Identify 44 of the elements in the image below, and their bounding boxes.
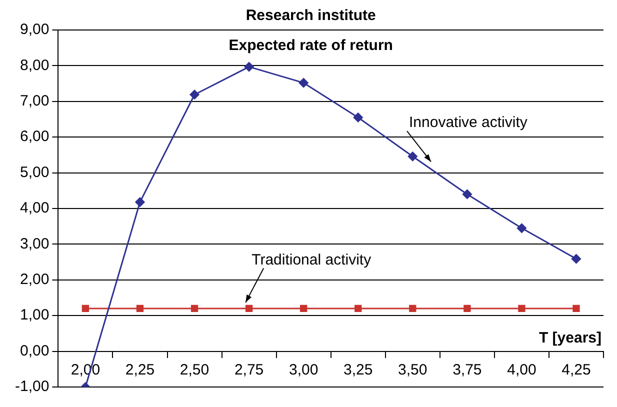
point: [245, 304, 253, 312]
x-axis-title: T [years]: [538, 329, 602, 346]
chart-title: Research institute: [246, 7, 376, 24]
y-tick-label: 9,00: [20, 21, 50, 38]
y-tick-label: 4,00: [20, 200, 50, 217]
point: [571, 254, 581, 264]
point: [82, 304, 90, 312]
text: Traditional activity: [252, 251, 372, 268]
point: [300, 304, 308, 312]
y-tick-label: 5,00: [20, 164, 50, 181]
x-tick-label: 4,25: [562, 361, 591, 378]
point: [136, 304, 144, 312]
point: [190, 304, 198, 312]
point: [244, 62, 254, 72]
x-tick-label: 2,75: [234, 361, 264, 378]
x-tick-label: 2,25: [125, 361, 155, 378]
x-tick-label: 4,00: [507, 361, 536, 378]
x-tick-label: 3,25: [344, 361, 373, 378]
point: [298, 78, 308, 88]
x-tick-label: 2,50: [180, 361, 210, 378]
point: [518, 304, 526, 312]
point: [408, 152, 418, 162]
y-tick-label: 1,00: [20, 306, 50, 324]
point: [135, 197, 145, 207]
x-tick-label: 3,50: [398, 361, 428, 378]
point: [516, 223, 526, 233]
point: [464, 304, 471, 312]
y-tick-label: 3,00: [20, 235, 50, 252]
point: [190, 90, 200, 100]
y-tick-label: 2,00: [20, 271, 50, 288]
point: [462, 189, 472, 199]
point: [409, 304, 416, 312]
y-tick-label: 6,00: [20, 128, 50, 146]
text: Expected rate of return: [228, 37, 393, 54]
x-tick-label: 3,00: [288, 361, 318, 378]
y-tick-label: 0,00: [20, 342, 50, 360]
point: [354, 304, 362, 312]
x-tick-label: 3,75: [452, 361, 482, 378]
point: [572, 304, 580, 312]
y-tick-label: 7,00: [20, 92, 50, 110]
point: [353, 112, 363, 122]
y-tick-label: -1,00: [14, 378, 50, 396]
y-tick-label: 8,00: [20, 56, 50, 74]
series-label: Innovative activity: [409, 114, 528, 132]
